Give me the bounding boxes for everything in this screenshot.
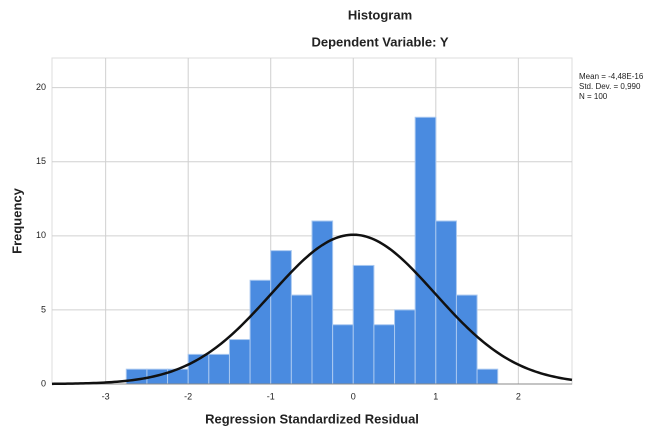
bar xyxy=(352,264,375,385)
bar xyxy=(455,294,478,385)
chart-title: Histogram xyxy=(348,7,412,22)
x-tick-label: -1 xyxy=(267,391,275,401)
x-tick-label: 1 xyxy=(433,391,438,401)
x-tick-label: -2 xyxy=(184,391,192,401)
y-axis-label: Frequency xyxy=(9,187,24,254)
bar xyxy=(290,294,313,385)
x-tick-label: -3 xyxy=(102,391,110,401)
chart-subtitle: Dependent Variable: Y xyxy=(311,34,448,49)
bar xyxy=(435,220,457,385)
bar xyxy=(228,339,251,385)
bar xyxy=(208,353,230,385)
bar xyxy=(476,368,499,385)
x-tick-label: 0 xyxy=(351,391,356,401)
x-axis-label: Regression Standardized Residual xyxy=(205,411,419,426)
y-tick-label: 15 xyxy=(36,156,46,166)
bar xyxy=(394,309,416,385)
bar xyxy=(270,250,292,385)
y-tick-label: 10 xyxy=(36,230,46,240)
normal-curve xyxy=(51,233,573,386)
stat-mean: Mean = -4,48E-16 xyxy=(579,72,644,81)
bar xyxy=(414,116,437,385)
bar xyxy=(332,324,354,385)
bar xyxy=(249,279,272,385)
y-tick-label: 20 xyxy=(36,82,46,92)
y-tick-label: 5 xyxy=(41,304,46,314)
stat-std-dev: Std. Dev. = 0,990 xyxy=(579,82,641,91)
y-tick-label: 0 xyxy=(41,378,46,388)
stat-n: N = 100 xyxy=(579,92,608,101)
bar xyxy=(373,324,396,385)
bar xyxy=(125,368,148,385)
x-tick-label: 2 xyxy=(516,391,521,401)
